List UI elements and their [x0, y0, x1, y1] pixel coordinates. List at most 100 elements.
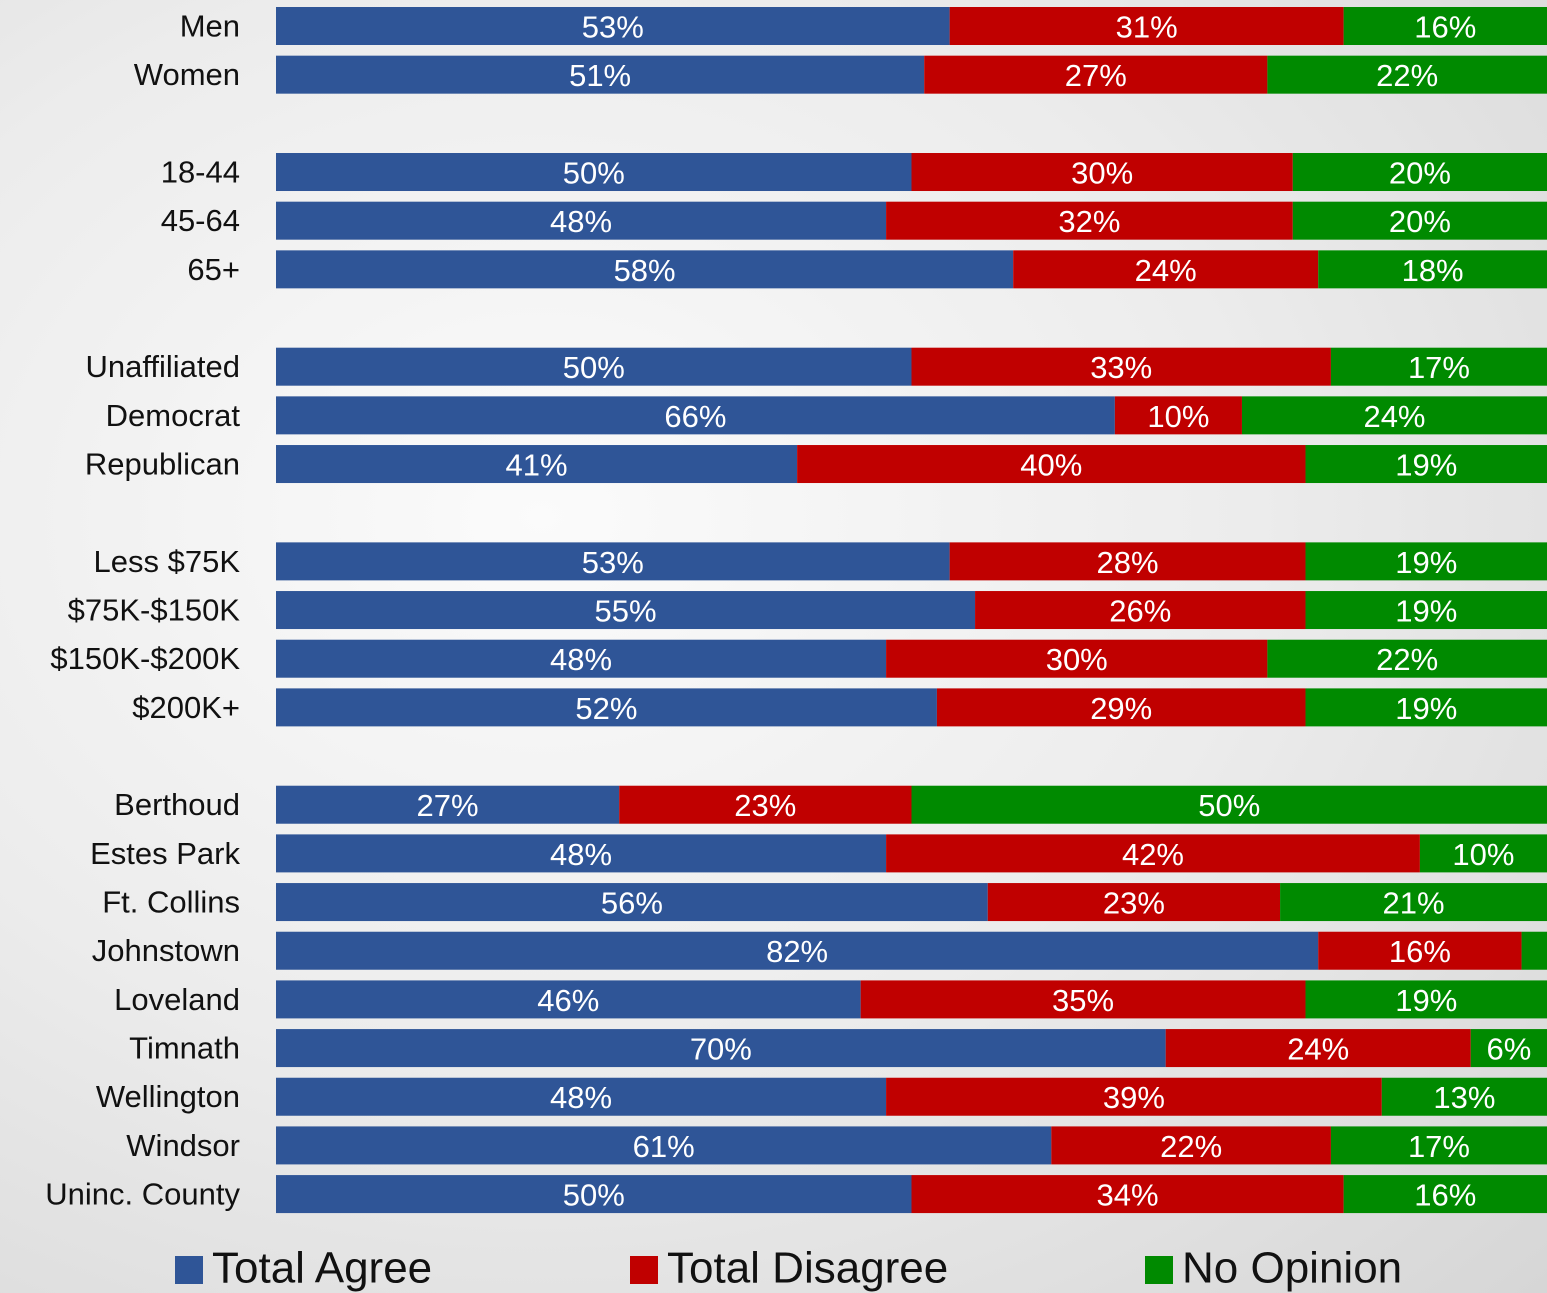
bar-segment	[276, 980, 861, 1019]
data-label: 39%	[1103, 1080, 1165, 1115]
data-label: 56%	[601, 886, 663, 921]
data-label: 20%	[1389, 156, 1451, 191]
data-label: 26%	[1109, 594, 1171, 629]
bar-segment	[1343, 7, 1547, 45]
data-label: 42%	[1122, 837, 1184, 872]
category-label: Ft. Collins	[102, 885, 240, 920]
bar-segment	[1330, 347, 1547, 386]
data-label: 18%	[1402, 253, 1464, 288]
data-label: 51%	[569, 58, 631, 93]
bar-segment	[1343, 1175, 1547, 1214]
data-label: 24%	[1287, 1032, 1349, 1067]
data-label: 30%	[1046, 642, 1108, 677]
bar-segment	[1318, 250, 1547, 289]
bar-segment	[911, 153, 1293, 192]
bar-segment	[987, 883, 1281, 922]
bar-segment	[1305, 980, 1547, 1019]
bar-segment	[276, 931, 1319, 970]
data-label: 66%	[664, 399, 726, 434]
data-label: 50%	[1198, 788, 1260, 823]
data-label: 46%	[537, 983, 599, 1018]
bar-segment	[276, 883, 988, 922]
bar-segment	[1241, 396, 1547, 435]
category-label: Men	[180, 9, 240, 44]
category-label: Democrat	[106, 398, 241, 433]
category-label: Timnath	[129, 1031, 240, 1066]
data-label: 55%	[595, 594, 657, 629]
bar-segment	[886, 639, 1268, 678]
bar-segment	[276, 688, 937, 727]
data-label: 32%	[1058, 204, 1120, 239]
bar-segment	[276, 396, 1115, 435]
category-label: $75K-$150K	[68, 593, 241, 628]
category-label: 45-64	[161, 203, 240, 238]
bar-segment	[886, 201, 1293, 240]
data-label: 21%	[1383, 886, 1445, 921]
bar-segment	[276, 347, 912, 386]
category-label: $150K-$200K	[50, 641, 240, 676]
data-label: 23%	[734, 788, 796, 823]
bar-segment	[276, 591, 976, 630]
data-label: 10%	[1147, 399, 1209, 434]
data-label: 52%	[575, 691, 637, 726]
bar-segment	[949, 7, 1344, 45]
category-label: 18-44	[161, 155, 240, 190]
data-label: 33%	[1090, 350, 1152, 385]
bar-segment	[276, 153, 912, 192]
data-label: 27%	[417, 788, 479, 823]
legend-swatch	[630, 1256, 658, 1284]
data-label: 19%	[1395, 545, 1457, 580]
data-label: 20%	[1389, 204, 1451, 239]
data-label: 40%	[1020, 448, 1082, 483]
legend-label: Total Disagree	[667, 1244, 948, 1293]
data-label: 53%	[582, 10, 644, 45]
bar-segment	[936, 688, 1306, 727]
bar-segment	[619, 785, 912, 824]
data-label: 19%	[1395, 594, 1457, 629]
category-label: Unaffiliated	[85, 349, 240, 384]
bar-segment	[276, 639, 887, 678]
data-label: 24%	[1363, 399, 1425, 434]
bar-segment	[1305, 688, 1547, 727]
data-label: 23%	[1103, 886, 1165, 921]
category-label: Wellington	[96, 1079, 240, 1114]
bar-segment	[1280, 883, 1547, 922]
data-label: 48%	[550, 642, 612, 677]
bar-segment	[1267, 639, 1547, 678]
category-label: Berthoud	[114, 787, 240, 822]
data-label: 19%	[1395, 448, 1457, 483]
data-label: 70%	[690, 1032, 752, 1067]
category-label: Republican	[85, 447, 240, 482]
data-label: 10%	[1452, 837, 1514, 872]
data-label: 22%	[1376, 58, 1438, 93]
bar-segment	[1305, 445, 1547, 484]
data-label: 24%	[1135, 253, 1197, 288]
data-label: 34%	[1097, 1178, 1159, 1213]
bar-segment	[886, 1077, 1382, 1116]
data-label: 48%	[550, 1080, 612, 1115]
data-label: 22%	[1376, 642, 1438, 677]
bar-segment	[276, 250, 1014, 289]
data-label: 61%	[633, 1129, 695, 1164]
bar-segment	[276, 7, 950, 45]
bar-segment	[924, 55, 1268, 94]
data-label: 48%	[550, 204, 612, 239]
bar-segment	[1470, 1029, 1547, 1068]
bar-segment	[276, 201, 887, 240]
data-label: 16%	[1414, 10, 1476, 45]
bar-segment	[1267, 55, 1547, 94]
bar-segment	[276, 785, 620, 824]
data-label: 50%	[563, 350, 625, 385]
bar-segment	[1051, 1126, 1331, 1165]
data-label: 82%	[766, 934, 828, 969]
bar-segment	[1114, 396, 1242, 435]
bar-segment	[911, 1175, 1344, 1214]
bar-segment	[276, 445, 798, 484]
legend-swatch	[1145, 1256, 1173, 1284]
legend-label: Total Agree	[212, 1244, 432, 1293]
data-label: 29%	[1090, 691, 1152, 726]
data-label: 6%	[1486, 1032, 1531, 1067]
bar-segment	[1305, 542, 1547, 581]
bar-segment	[975, 591, 1306, 630]
